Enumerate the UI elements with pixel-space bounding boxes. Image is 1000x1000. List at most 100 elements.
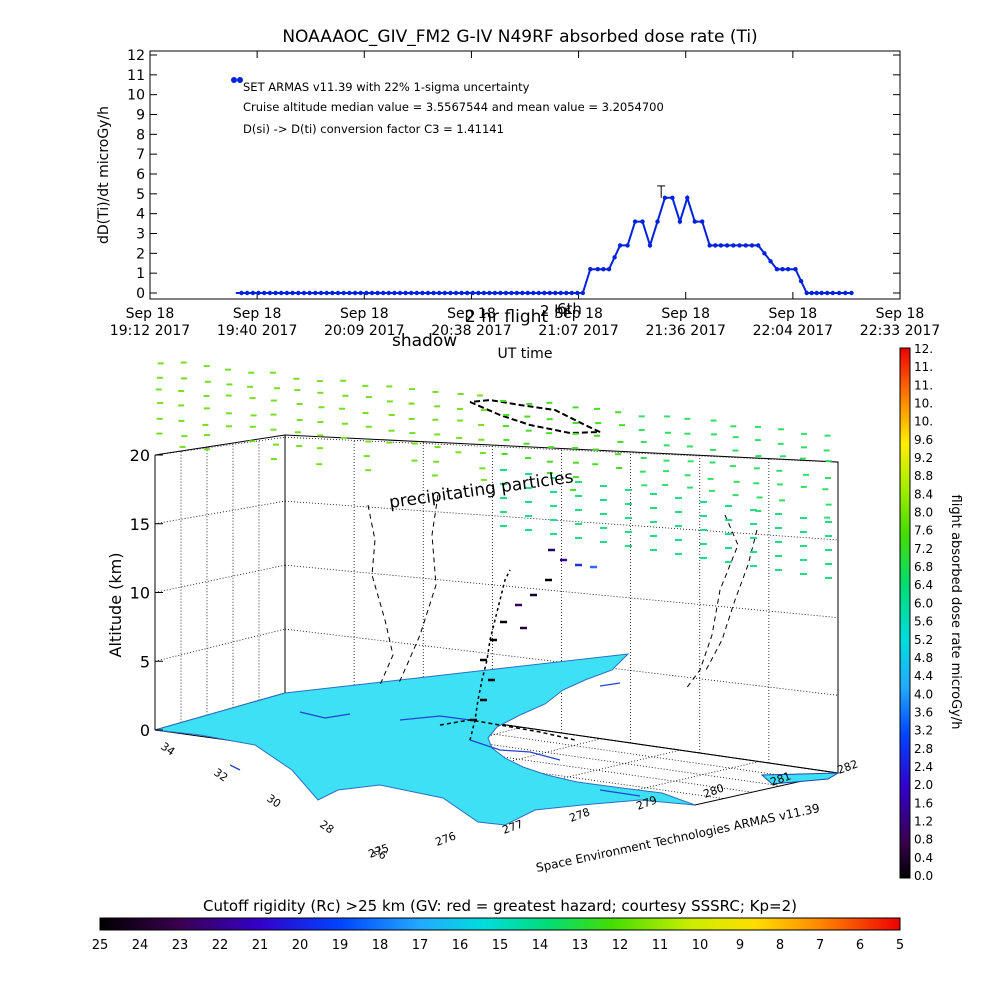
series-point: [731, 243, 736, 248]
series-point: [830, 290, 835, 296]
bottom-colorbar-tick: 17: [412, 938, 429, 953]
right-colorbar-tick: 7.6: [914, 524, 933, 538]
lat-tick-label: 30: [264, 792, 283, 811]
series-point: [245, 290, 250, 296]
right-colorbar-tick: 5.2: [914, 633, 933, 647]
lon-tick-label: 281: [769, 769, 793, 788]
bottom-colorbar: [99, 917, 901, 931]
x-tick-time: 21:36 2017: [645, 323, 725, 339]
series-point: [520, 290, 525, 296]
z-tick-label: 15: [130, 515, 150, 534]
top-chart-title: NOAAAOC_GIV_FM2 G-IV N49RF absorbed dose…: [282, 27, 757, 47]
series-point: [470, 290, 475, 296]
altitude-axis: 0 5 10 15 20: [130, 446, 163, 740]
y-tick-label: 7: [136, 147, 145, 163]
right-colorbar-tick: 6.8: [914, 560, 933, 574]
series-point: [437, 290, 442, 296]
series-point: [273, 290, 278, 296]
series-point: [465, 290, 470, 296]
grid-line: [284, 564, 839, 619]
bottom-colorbar-tick: 15: [492, 938, 509, 953]
series-point: [409, 290, 414, 296]
series-point: [843, 290, 848, 296]
x-tick-time: 22:33 2017: [860, 323, 940, 339]
series-point: [575, 290, 580, 296]
scene-title: precipitating particles: [388, 467, 575, 513]
series-point: [743, 243, 748, 248]
grid-line: [154, 500, 286, 525]
right-colorbar-tick: 1.6: [914, 796, 933, 810]
series-point: [341, 290, 346, 296]
series-point: [459, 290, 464, 296]
series-point: [780, 267, 785, 272]
overlay-label-6th: 6th: [557, 300, 582, 318]
series-point: [307, 290, 312, 296]
y-tick-label: 10: [127, 88, 145, 104]
top-x-axis-label: UT time: [498, 346, 553, 362]
right-colorbar-tick: 6.0: [914, 596, 933, 610]
series-point: [403, 290, 408, 296]
right-colorbar-tick: 10.: [914, 397, 933, 411]
series-point: [256, 290, 261, 296]
bottom-colorbar-tick: 13: [572, 938, 589, 953]
bottom-colorbar-ticks: 25 24 23 22 21 20 19 18 17 16 15 14 13 12 11 10 9 8 7 6 5: [92, 938, 904, 953]
series-point: [364, 290, 369, 296]
series-point: [267, 290, 273, 296]
right-colorbar-tick: 5.6: [914, 615, 933, 629]
right-colorbar-tick: 8.8: [914, 469, 933, 483]
series-point: [347, 290, 352, 296]
right-colorbar-tick: 2.4: [914, 760, 933, 774]
overlay-label-2hr: 2 hr: [540, 302, 571, 320]
series-point: [700, 219, 705, 224]
right-colorbar-tick: 4.0: [914, 687, 933, 701]
series-point: [804, 290, 809, 296]
bottom-colorbar-tick: 6: [856, 938, 864, 953]
z-tick-label: 0: [140, 721, 150, 740]
series-point: [392, 290, 397, 296]
series-point: [498, 290, 503, 296]
bottom-colorbar-tick: 9: [736, 938, 744, 953]
right-colorbar: [899, 347, 911, 879]
series-point: [284, 290, 290, 296]
y-tick-label: 8: [136, 127, 145, 143]
bottom-colorbar-tick: 11: [652, 938, 669, 953]
series-point: [381, 290, 386, 296]
series-point: [662, 195, 668, 200]
x-tick-time: 19:12 2017: [110, 323, 190, 339]
series-point: [453, 290, 459, 296]
series-point: [414, 290, 419, 296]
y-tick-label: 2: [136, 246, 145, 262]
series-point: [553, 290, 558, 296]
map-rivers: [229, 682, 641, 797]
series-point: [313, 290, 318, 296]
series-point: [420, 290, 425, 296]
dose-rate-series: [235, 185, 854, 296]
overlay-label-flight: 2 hr flight: [465, 307, 548, 327]
lon-tick-label: 276: [434, 829, 458, 848]
x-tick-date: Sep 18: [126, 306, 175, 322]
bottom-colorbar-tick: 5: [896, 938, 904, 953]
right-colorbar-tick: 3.6: [914, 705, 933, 719]
track-top: [469, 398, 601, 435]
right-colorbar-tick: 7.2: [914, 542, 933, 556]
x-tick-date: Sep 18: [661, 306, 710, 322]
series-point: [819, 290, 824, 296]
right-colorbar-tick: 4.4: [914, 669, 933, 683]
series-point: [625, 243, 630, 248]
y-tick-label: 0: [136, 286, 145, 302]
top-plot-frame: [149, 50, 901, 300]
z-tick-label: 20: [130, 446, 150, 465]
series-point: [606, 267, 612, 272]
right-colorbar-tick: 2.8: [914, 742, 933, 756]
series-point: [509, 290, 514, 296]
altitude-track-marks: [470, 548, 597, 722]
lon-tick-label: 278: [568, 805, 592, 824]
y-tick-label: 12: [127, 48, 145, 64]
series-point: [442, 290, 447, 296]
series-point: [601, 267, 606, 272]
right-colorbar-tick: 9.2: [914, 451, 933, 465]
series-point: [358, 290, 363, 296]
series-point: [713, 243, 718, 248]
